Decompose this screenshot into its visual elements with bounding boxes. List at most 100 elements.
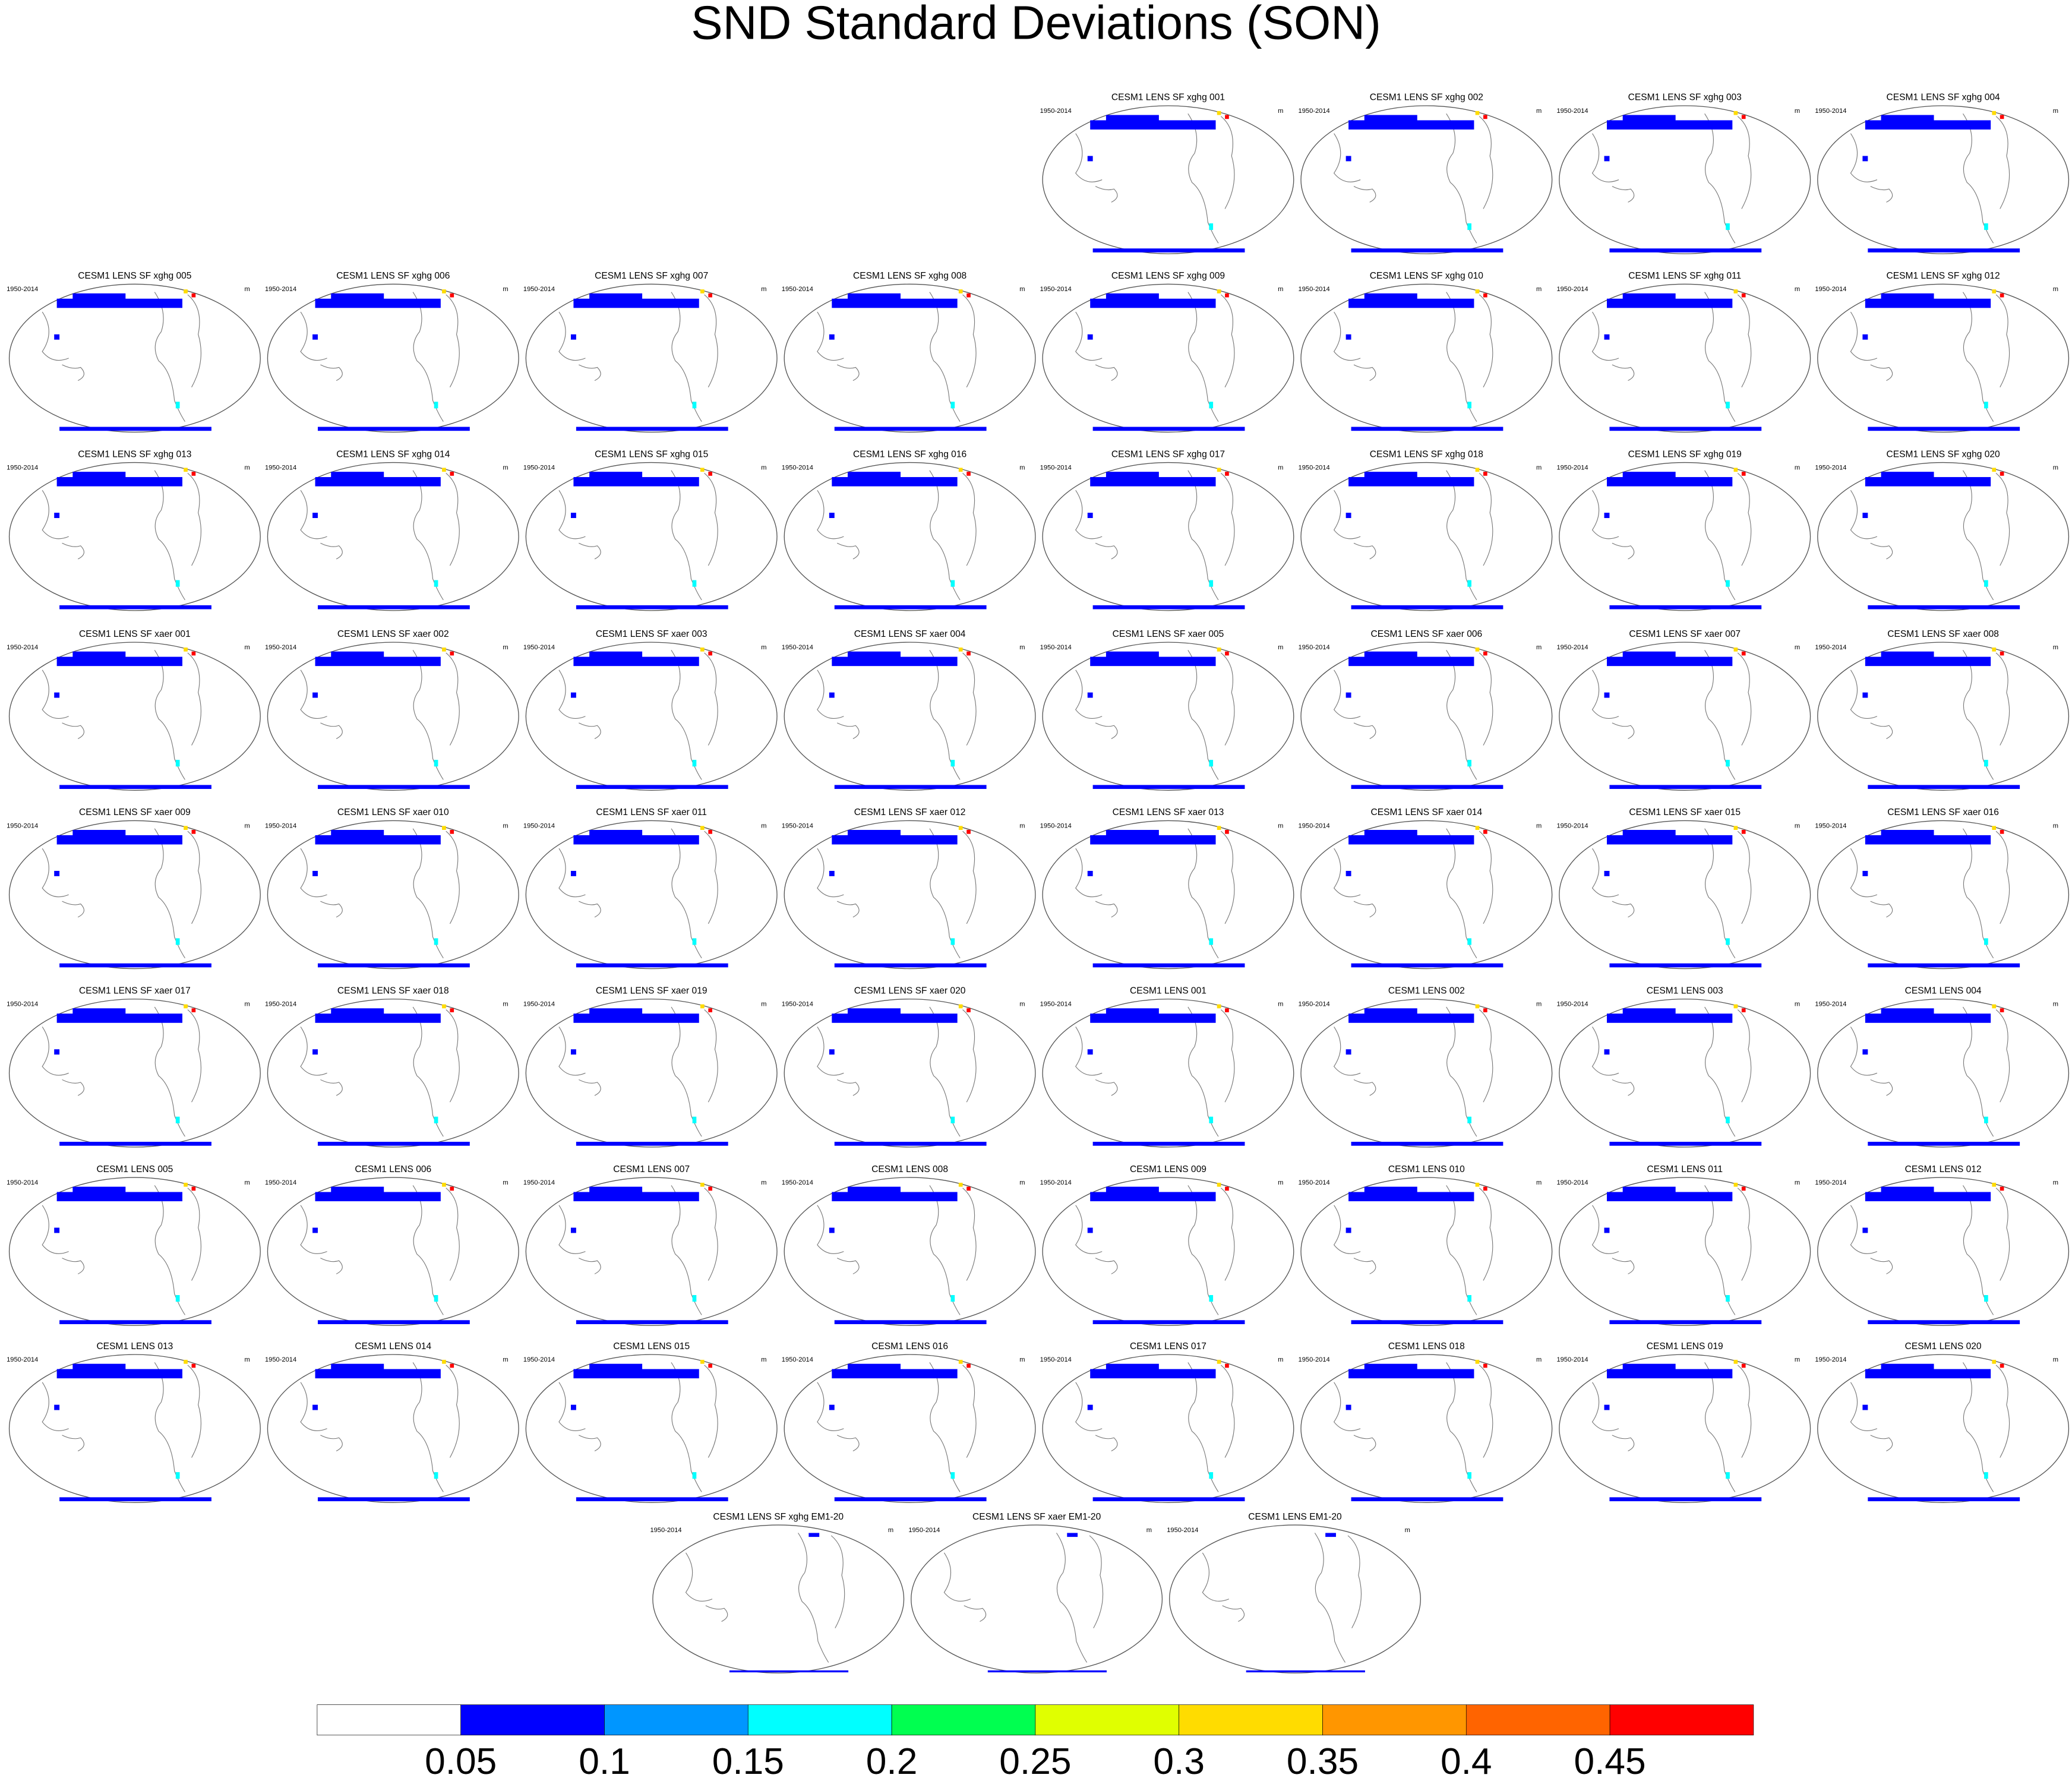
map-outline (267, 1177, 519, 1326)
snow-patch (1622, 472, 1676, 479)
snow-patch (576, 605, 728, 610)
colorbar-label: 0.45 (1574, 1741, 1646, 1781)
snow-patch (958, 1004, 963, 1009)
snow-patch (1351, 1497, 1504, 1502)
snow-patch (2000, 1008, 2004, 1012)
units-label: m (1019, 644, 1025, 651)
snow-patch (1348, 1369, 1474, 1379)
snow-patch (1106, 1008, 1159, 1015)
units-label: m (503, 464, 508, 471)
snow-patch (848, 651, 901, 658)
period-label: 1950-2014 (1556, 1179, 1588, 1186)
snow-patch (1364, 1186, 1417, 1193)
units-label: m (1019, 1356, 1025, 1363)
snow-patch (59, 1141, 211, 1146)
snow-patch (1345, 156, 1351, 162)
panel-title: CESM1 LENS SF xaer 015 (1629, 807, 1741, 817)
snow-patch (1862, 1227, 1868, 1233)
map-panel: CESM1 LENS SF xghg 015 1950-2014 m (523, 449, 778, 611)
snow-patch (1881, 1186, 1934, 1193)
snow-patch (191, 651, 196, 656)
snow-patch (1733, 110, 1738, 115)
snow-patch (966, 651, 971, 656)
period-label: 1950-2014 (523, 1001, 555, 1008)
coastline (817, 650, 977, 780)
snow-patch (1090, 477, 1216, 487)
period-label: 1950-2014 (782, 644, 813, 651)
snow-patch (1351, 963, 1504, 968)
map-panel: CESM1 LENS 012 1950-2014 m (1815, 1164, 2070, 1326)
map-panel: CESM1 LENS SF xaer 016 1950-2014 m (1815, 807, 2070, 970)
snow-patch (1881, 115, 1934, 122)
snow-patch (1217, 1360, 1221, 1364)
snow-patch (834, 1320, 987, 1324)
coastline (1333, 470, 1493, 601)
panel-title: CESM1 LENS SF xghg 016 (853, 449, 966, 459)
panel-title: CESM1 LENS SF xghg 005 (78, 271, 191, 281)
period-label: 1950-2014 (1815, 1179, 1846, 1186)
snow-patch (1865, 1192, 1991, 1202)
snow-patch (1348, 1192, 1474, 1202)
map-outline (8, 1354, 261, 1503)
snow-patch (1604, 1404, 1610, 1410)
snow-patch (1345, 1227, 1351, 1233)
snow-patch (576, 427, 728, 431)
snow-patch (829, 1049, 835, 1055)
units-label: m (1278, 286, 1283, 293)
period-label: 1950-2014 (1815, 1356, 1846, 1363)
snow-patch (434, 1116, 438, 1123)
snow-patch (573, 835, 699, 845)
snow-patch (1090, 656, 1216, 667)
panel-title: CESM1 LENS 015 (613, 1341, 690, 1351)
units-label: m (761, 286, 766, 293)
panel-title: CESM1 LENS SF xaer 007 (1629, 629, 1741, 639)
map-panel: CESM1 LENS SF xghg 002 1950-2014 m (1299, 93, 1553, 254)
units-label: m (1795, 108, 1800, 115)
snow-patch (1087, 334, 1093, 340)
coastline (42, 650, 201, 780)
coastline (1075, 470, 1235, 601)
snow-patch (1733, 1182, 1738, 1187)
map-panel: CESM1 LENS SF xaer 003 1950-2014 m (523, 629, 778, 791)
snow-patch (184, 1004, 188, 1009)
map-outline (1042, 642, 1294, 791)
snow-patch (1733, 1360, 1738, 1364)
snow-patch (1726, 1295, 1730, 1302)
panel-title: CESM1 LENS 005 (96, 1164, 173, 1174)
period-label: 1950-2014 (1299, 1356, 1330, 1363)
coastline (300, 1362, 460, 1492)
map-outline (525, 1354, 778, 1503)
coastline (558, 1006, 718, 1137)
snow-patch (184, 648, 188, 652)
map-panel: CESM1 LENS SF xghg 009 1950-2014 m (1040, 271, 1294, 433)
map-panel: CESM1 LENS SF xghg 007 1950-2014 m (523, 271, 778, 433)
snow-patch (312, 870, 318, 876)
map-panel: CESM1 LENS SF xaer 009 1950-2014 m (7, 807, 261, 970)
panel-title: CESM1 LENS SF xghg 015 (595, 449, 708, 459)
map-panel: CESM1 LENS 005 1950-2014 m (7, 1164, 261, 1326)
units-label: m (503, 1001, 508, 1008)
snow-patch (175, 760, 180, 767)
snow-patch (834, 427, 987, 431)
snow-patch (331, 1186, 384, 1193)
snow-patch (2000, 1186, 2004, 1191)
snow-patch (1475, 1004, 1480, 1009)
snow-patch (1862, 870, 1868, 876)
period-label: 1950-2014 (1815, 1001, 1846, 1008)
map-outline (1042, 820, 1294, 970)
snow-patch (1209, 1295, 1214, 1302)
snow-patch (1726, 760, 1730, 767)
colorbar-box (747, 1704, 892, 1736)
panel-title: CESM1 LENS SF xghg 006 (336, 271, 450, 281)
map-panel: CESM1 LENS SF xghg 019 1950-2014 m (1556, 449, 1811, 611)
map-panel: CESM1 LENS 019 1950-2014 m (1556, 1341, 1811, 1503)
snow-patch (1606, 298, 1733, 308)
snow-patch (958, 826, 963, 830)
units-label: m (1019, 286, 1025, 293)
snow-patch (312, 513, 318, 519)
snow-patch (1467, 402, 1471, 409)
snow-patch (1868, 1497, 2020, 1502)
panel-title: CESM1 LENS SF xaer 019 (596, 986, 707, 996)
snow-patch (966, 830, 971, 834)
colorbar-label: 0.4 (1441, 1741, 1492, 1781)
